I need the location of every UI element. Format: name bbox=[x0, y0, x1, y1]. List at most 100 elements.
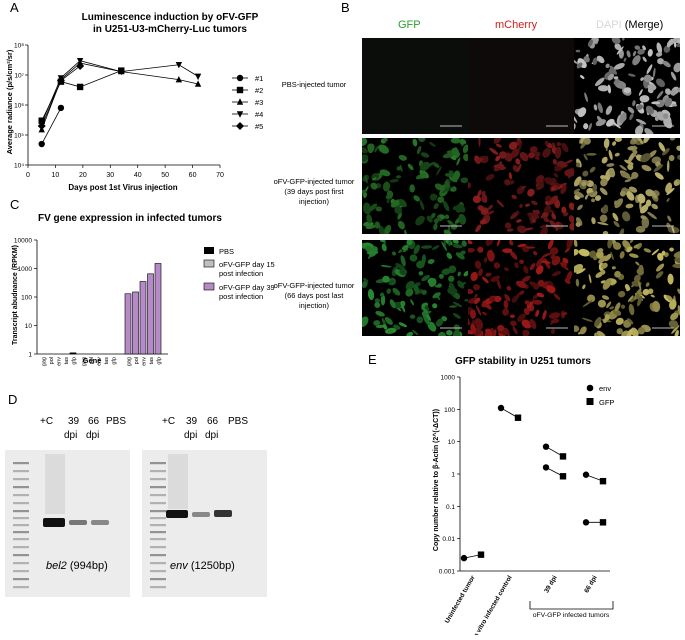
legend-day15-line1: oFV-GFP day 15 bbox=[219, 260, 275, 269]
c-gene-label: env bbox=[56, 357, 62, 366]
a-legend-marker bbox=[236, 122, 244, 130]
ladder-band bbox=[150, 570, 166, 572]
c-bar bbox=[140, 281, 146, 354]
micrograph-39d-merge bbox=[574, 138, 680, 234]
ladder-band bbox=[13, 538, 29, 540]
ladder-band bbox=[13, 531, 29, 533]
a-xtick-label: 0 bbox=[26, 172, 30, 179]
gel1-caption-size: (994bp) bbox=[70, 560, 108, 572]
micrograph-pbs-mcherry bbox=[468, 38, 574, 134]
gel2-caption: env (1250bp) bbox=[170, 560, 235, 572]
gel1-lane-66: 66 bbox=[88, 416, 99, 427]
micrograph-39d-mcherry bbox=[468, 138, 574, 234]
smear bbox=[168, 454, 188, 509]
header-gfp: GFP bbox=[398, 19, 421, 31]
legend-gfp: GFP bbox=[599, 398, 614, 407]
legend-day15-line2: post infection bbox=[219, 269, 263, 278]
a-point-series-2 bbox=[77, 84, 83, 90]
ladder-band bbox=[150, 524, 166, 526]
gel2-caption-gene: env bbox=[170, 560, 188, 572]
ladder-band bbox=[13, 570, 29, 572]
e-point-env bbox=[461, 555, 467, 561]
c-gene-label: gfp bbox=[111, 357, 117, 365]
e-ytick-label: 1000 bbox=[441, 375, 456, 382]
gel2-caption-size: (1250bp) bbox=[191, 560, 235, 572]
header-dapi-merge: DAPI (Merge) bbox=[596, 19, 663, 31]
ladder-band bbox=[13, 524, 29, 526]
gel2-lane-66: 66 bbox=[207, 416, 218, 427]
ladder-band bbox=[13, 502, 29, 504]
ladder-band bbox=[150, 546, 166, 548]
header-dapi: DAPI bbox=[596, 19, 622, 31]
ladder-band bbox=[13, 562, 29, 564]
panel-d-letter: D bbox=[8, 392, 17, 407]
c-bar bbox=[70, 353, 76, 354]
a-legend-label: #4 bbox=[255, 110, 263, 119]
micrograph-66d-merge bbox=[574, 240, 680, 336]
e-point-env bbox=[543, 443, 549, 449]
e-xcat-label: Uninfected tumor bbox=[444, 574, 477, 625]
ladder-band bbox=[150, 462, 166, 464]
gel-2-bands bbox=[142, 450, 267, 597]
a-legend-marker bbox=[237, 87, 243, 93]
e-ytick-label: 0.1 bbox=[446, 504, 455, 511]
ladder-band bbox=[150, 470, 166, 472]
gel2-lane-pbs: PBS bbox=[228, 416, 248, 427]
ladder-band bbox=[150, 531, 166, 533]
e-ytick-label: 10 bbox=[448, 439, 456, 446]
ladder-band bbox=[13, 586, 29, 588]
gel1-lane-39: 39 bbox=[68, 416, 79, 427]
e-xcat-label: 66 dpi bbox=[583, 574, 599, 594]
a-legend-marker bbox=[237, 111, 243, 117]
micrograph-pbs-merge bbox=[574, 38, 680, 134]
gel1-caption: bel2 (994bp) bbox=[46, 560, 108, 572]
legend-env: env bbox=[599, 384, 611, 393]
micrograph-66d-mcherry bbox=[468, 240, 574, 336]
c-gene-label: gfp bbox=[156, 357, 162, 365]
gel-1-bands bbox=[5, 450, 130, 597]
band-66dpi bbox=[214, 510, 232, 517]
e-ytick-label: 0.01 bbox=[442, 536, 455, 543]
e-point-gfp bbox=[560, 453, 566, 459]
c-ytick-label: 100 bbox=[21, 295, 32, 302]
gel-2 bbox=[142, 450, 267, 597]
ladder-band bbox=[150, 562, 166, 564]
c-gene-label: tas bbox=[64, 357, 70, 365]
ladder-band bbox=[13, 578, 29, 580]
c-ytick-label: 10 bbox=[25, 323, 33, 330]
bracket-infected bbox=[530, 601, 613, 609]
smear bbox=[45, 454, 65, 514]
c-bar bbox=[148, 274, 154, 354]
e-ytick-label: 1 bbox=[451, 472, 455, 479]
a-series-line-5 bbox=[42, 66, 80, 126]
legend-swatch-pbs bbox=[204, 247, 214, 254]
row-label-pbs: PBS-injected tumor bbox=[254, 80, 374, 90]
e-point-env bbox=[583, 519, 589, 525]
c-gene-label: gfp bbox=[71, 357, 77, 365]
gel2-lane-66-dpi: dpi bbox=[205, 430, 218, 441]
e-point-env bbox=[543, 464, 549, 470]
band-39dpi bbox=[192, 512, 210, 517]
a-xtick-label: 70 bbox=[216, 172, 224, 179]
ladder-band bbox=[13, 478, 29, 480]
ladder-band bbox=[13, 462, 29, 464]
gel2-lane-posctrl: +C bbox=[162, 416, 175, 427]
legend-env-marker bbox=[587, 385, 594, 392]
gel1-lane-pbs: PBS bbox=[106, 416, 126, 427]
ladder-band bbox=[150, 538, 166, 540]
e-point-gfp bbox=[600, 519, 606, 525]
panel-c-xlabel: Gene bbox=[83, 356, 102, 365]
a-legend-label: #5 bbox=[255, 122, 263, 131]
ladder-band bbox=[13, 486, 29, 488]
gel2-lane-39-dpi: dpi bbox=[184, 430, 197, 441]
e-point-gfp bbox=[478, 551, 484, 557]
header-merge: (Merge) bbox=[625, 19, 664, 31]
c-ytick-label: 1000 bbox=[18, 266, 33, 273]
row-label-39d: oFV-GFP-injected tumor (39 days post fir… bbox=[254, 177, 374, 207]
row-label-39d-line1: oFV-GFP-injected tumor bbox=[254, 177, 374, 187]
c-gene-label: pol bbox=[134, 357, 140, 364]
row-label-66d: oFV-GFP-injected tumor (66 days post las… bbox=[254, 281, 374, 311]
ladder-band bbox=[13, 546, 29, 548]
gel1-lane-posctrl: +C bbox=[40, 416, 53, 427]
panel-c-ylabel: Transcript abudnance (RPKM) bbox=[12, 245, 19, 345]
